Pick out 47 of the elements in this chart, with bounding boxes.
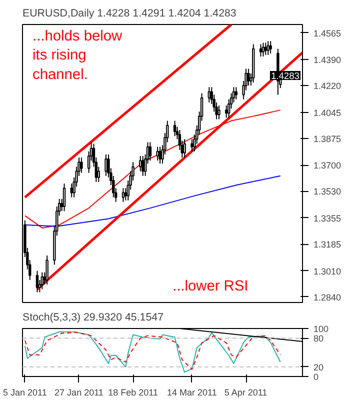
candlestick [139, 156, 142, 172]
candlestick [259, 44, 262, 57]
candlestick [269, 40, 272, 54]
y-tick-label: 1.4565 [314, 28, 342, 38]
candlestick [158, 146, 162, 164]
x-tick-label: 5 Apr 2011 [224, 388, 268, 398]
y-tick-label: 1.3530 [314, 186, 342, 197]
candlestick [62, 183, 66, 212]
candlestick [46, 255, 48, 286]
chart-title: EURUSD,Daily 1.4228 1.4291 1.4204 1.4283 [22, 8, 236, 20]
y-tick-label: 80 [314, 334, 324, 344]
y-tick-label: 100 [314, 324, 329, 334]
candlestick [262, 42, 265, 57]
y-tick-label: 0 [314, 372, 319, 382]
candlestick [141, 156, 144, 176]
candlestick [148, 142, 152, 162]
candlestick [208, 86, 211, 103]
y-tick-label: 1.2840 [314, 292, 342, 302]
y-tick-label: 1.3875 [314, 134, 342, 144]
candlestick [156, 146, 159, 162]
y-tick-label: 1.4045 [314, 108, 342, 118]
y-tick-label: 1.3355 [314, 214, 342, 224]
annotation: ...holds below its rising channel. [32, 28, 123, 83]
candlestick [234, 86, 238, 100]
candlestick [183, 138, 186, 158]
candlestick [80, 157, 83, 174]
candlestick [247, 68, 250, 86]
x-tick-label: 18 Feb 2011 [108, 388, 158, 398]
y-tick-label: 1.3185 [314, 240, 342, 250]
x-tick-label: 14 Mar 2011 [167, 388, 217, 398]
candlestick [190, 138, 194, 152]
annotation: ...lower RSI [172, 278, 248, 294]
y-tick-label: 1.4220 [314, 81, 342, 92]
candlestick [264, 42, 268, 56]
annotation: 1.4283 [270, 71, 300, 82]
x-tick-label: 27 Jan 2011 [54, 388, 104, 398]
x-tick-label: 5 Jan 2011 [3, 388, 47, 398]
candlestick [104, 154, 108, 176]
candlestick [36, 270, 39, 293]
candlestick [173, 120, 176, 137]
chart-title: Stoch(5,3,3) 29.9320 45.1547 [22, 312, 164, 324]
candlestick [218, 104, 220, 120]
candlestick [122, 188, 125, 202]
y-tick-label: 1.4390 [314, 55, 342, 66]
y-tick-label: 20 [314, 362, 324, 372]
y-tick-label: 1.3700 [314, 160, 342, 171]
y-tick-label: 1.3010 [314, 266, 342, 276]
